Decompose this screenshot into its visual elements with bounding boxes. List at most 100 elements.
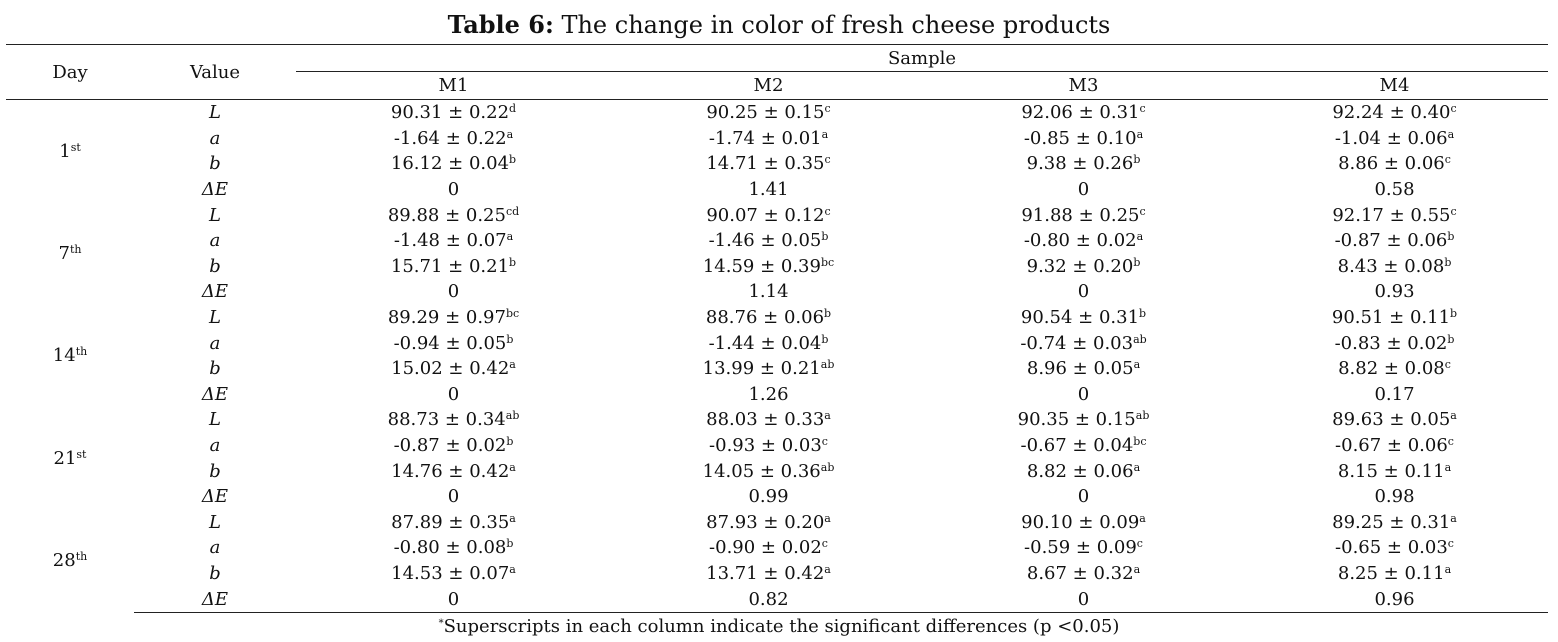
significance-letter: c bbox=[1444, 358, 1451, 372]
data-cell-m1: -0.94 ± 0.05b bbox=[296, 330, 611, 356]
data-cell-m2: -1.74 ± 0.01a bbox=[611, 126, 926, 152]
data-cell-m1: 15.71 ± 0.21b bbox=[296, 254, 611, 280]
cell-value: 0.17 bbox=[1374, 383, 1415, 405]
cell-value: 92.24 ± 0.40 bbox=[1332, 102, 1451, 124]
data-cell-m2: 0.82 bbox=[611, 586, 926, 613]
cell-value: 0.98 bbox=[1374, 486, 1415, 508]
header-day: Day bbox=[6, 44, 134, 100]
data-cell-m3: 8.82 ± 0.06a bbox=[926, 458, 1241, 484]
significance-letter: b bbox=[1133, 255, 1141, 269]
data-cell-m4: 8.25 ± 0.11a bbox=[1241, 561, 1548, 587]
cell-value: -0.59 ± 0.09 bbox=[1024, 537, 1137, 559]
significance-letter: b bbox=[506, 332, 514, 346]
header-m2: M2 bbox=[611, 71, 926, 100]
cell-value: 89.25 ± 0.31 bbox=[1332, 511, 1451, 533]
data-cell-m4: 89.25 ± 0.31a bbox=[1241, 510, 1548, 536]
data-cell-m2: 88.76 ± 0.06b bbox=[611, 305, 926, 331]
cell-value: 92.17 ± 0.55 bbox=[1332, 204, 1451, 226]
cell-value: 0 bbox=[447, 588, 460, 610]
cell-value: 90.07 ± 0.12 bbox=[706, 204, 825, 226]
cell-value: 0.96 bbox=[1374, 588, 1415, 610]
cell-value: 0 bbox=[447, 383, 460, 405]
significance-letter: c bbox=[1450, 204, 1457, 218]
data-cell-m3: 9.32 ± 0.20b bbox=[926, 254, 1241, 280]
data-cell-m3: 8.96 ± 0.05a bbox=[926, 356, 1241, 382]
data-cell-m1: 88.73 ± 0.34ab bbox=[296, 407, 611, 433]
data-cell-m1: 16.12 ± 0.04b bbox=[296, 151, 611, 177]
day-number: 14 bbox=[52, 345, 76, 367]
cell-value: 15.02 ± 0.42 bbox=[391, 358, 510, 380]
significance-letter: a bbox=[506, 127, 514, 141]
cell-value: -0.87 ± 0.02 bbox=[393, 435, 507, 457]
significance-letter: b bbox=[1133, 153, 1141, 167]
data-cell-m1: -1.64 ± 0.22a bbox=[296, 126, 611, 152]
cell-value: 0 bbox=[447, 486, 460, 508]
cell-value: 90.25 ± 0.15 bbox=[706, 102, 825, 124]
cell-value: 0 bbox=[1077, 383, 1090, 405]
cell-value: 89.29 ± 0.97 bbox=[387, 307, 506, 329]
cell-value: 14.59 ± 0.39 bbox=[702, 255, 821, 277]
data-cell-m2: -0.90 ± 0.02c bbox=[611, 535, 926, 561]
cell-value: 0.99 bbox=[748, 486, 789, 508]
significance-letter: ab bbox=[1135, 409, 1150, 423]
significance-letter: b bbox=[824, 307, 832, 321]
data-cell-m1: 14.53 ± 0.07a bbox=[296, 561, 611, 587]
significance-letter: ab bbox=[505, 409, 520, 423]
data-cell-m2: 14.71 ± 0.35c bbox=[611, 151, 926, 177]
cell-value: 8.82 ± 0.06 bbox=[1026, 460, 1134, 482]
cell-value: 14.05 ± 0.36 bbox=[702, 460, 821, 482]
cell-value: 8.43 ± 0.08 bbox=[1337, 255, 1445, 277]
table-row: b 14.76 ± 0.42a 14.05 ± 0.36ab 8.82 ± 0.06a… bbox=[6, 458, 1548, 484]
table-row: ΔE 0 1.41 0 0.58 bbox=[6, 177, 1548, 203]
data-cell-m3: 90.10 ± 0.09a bbox=[926, 510, 1241, 536]
significance-letter: a bbox=[1136, 127, 1144, 141]
data-cell-m1: 89.88 ± 0.25cd bbox=[296, 202, 611, 228]
day-suffix: st bbox=[70, 140, 81, 154]
day-suffix: st bbox=[76, 447, 87, 461]
data-cell-m2: 1.41 bbox=[611, 177, 926, 203]
day-cell: 21st bbox=[6, 407, 134, 509]
data-cell-m4: 92.24 ± 0.40c bbox=[1241, 100, 1548, 126]
value-name: ΔE bbox=[201, 486, 229, 508]
data-cell-m4: 0.93 bbox=[1241, 279, 1548, 305]
significance-letter: b bbox=[506, 435, 514, 449]
cell-value: -0.80 ± 0.08 bbox=[393, 537, 507, 559]
cell-value: -0.90 ± 0.02 bbox=[709, 537, 822, 559]
value-name: a bbox=[209, 230, 221, 252]
data-cell-m3: -0.85 ± 0.10a bbox=[926, 126, 1241, 152]
cell-value: 8.82 ± 0.08 bbox=[1338, 358, 1445, 380]
day-cell: 28th bbox=[6, 510, 134, 613]
day-suffix: th bbox=[75, 345, 88, 359]
value-name: L bbox=[209, 102, 221, 124]
color-change-table: Day Value Sample M1 M2 M3 M4 1st L 90.31 ±… bbox=[6, 44, 1548, 613]
cell-value: 87.89 ± 0.35 bbox=[391, 511, 510, 533]
data-cell-m1: -1.48 ± 0.07a bbox=[296, 228, 611, 254]
data-cell-m2: 1.26 bbox=[611, 382, 926, 408]
cell-value: 89.88 ± 0.25 bbox=[387, 204, 506, 226]
data-cell-m4: 8.82 ± 0.08c bbox=[1241, 356, 1548, 382]
table-row: b 16.12 ± 0.04b 14.71 ± 0.35c 9.38 ± 0.26b 8… bbox=[6, 151, 1548, 177]
value-name: a bbox=[209, 537, 221, 559]
data-cell-m4: -0.65 ± 0.03c bbox=[1241, 535, 1548, 561]
cell-value: -1.64 ± 0.22 bbox=[393, 127, 507, 149]
cell-value: 0 bbox=[447, 179, 460, 201]
data-cell-m3: 9.38 ± 0.26b bbox=[926, 151, 1241, 177]
header-value: Value bbox=[134, 44, 296, 100]
table-row: 21st L 88.73 ± 0.34ab 88.03 ± 0.33a 90.35 ± … bbox=[6, 407, 1548, 468]
data-cell-m1: 0 bbox=[296, 484, 611, 510]
data-cell-m2: 1.14 bbox=[611, 279, 926, 305]
significance-letter: a bbox=[1444, 562, 1452, 576]
significance-letter: c bbox=[824, 153, 831, 167]
data-cell-m1: -0.87 ± 0.02b bbox=[296, 433, 611, 459]
data-cell-m4: -0.83 ± 0.02b bbox=[1241, 330, 1548, 356]
significance-letter: a bbox=[824, 562, 831, 576]
day-cell: 7th bbox=[6, 202, 134, 304]
data-cell-m1: 87.89 ± 0.35a bbox=[296, 510, 611, 536]
significance-letter: b bbox=[1447, 332, 1455, 346]
significance-letter: b bbox=[1450, 307, 1458, 321]
significance-letter: a bbox=[509, 358, 516, 372]
cell-value: -0.67 ± 0.06 bbox=[1335, 435, 1448, 457]
data-cell-m2: 13.99 ± 0.21ab bbox=[611, 356, 926, 382]
significance-letter: b bbox=[509, 153, 517, 167]
day-number: 1 bbox=[59, 140, 71, 162]
